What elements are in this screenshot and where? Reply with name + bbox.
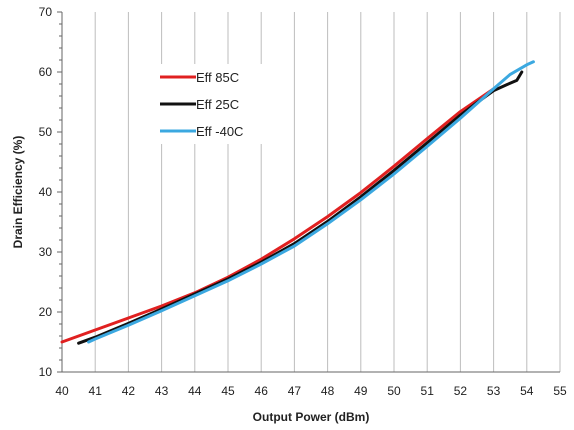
x-tick-label: 48 — [321, 384, 335, 398]
y-tick-labels: 10 20 30 40 50 60 70 — [39, 5, 53, 379]
y-tick-label: 50 — [39, 125, 53, 139]
x-tick-label: 54 — [520, 384, 534, 398]
x-tick-label: 49 — [354, 384, 368, 398]
y-tick-label: 10 — [39, 365, 53, 379]
x-tick-label: 50 — [387, 384, 401, 398]
y-axis-title: Drain Efficiency (%) — [11, 136, 25, 249]
x-tick-label: 55 — [553, 384, 567, 398]
x-tick-label: 43 — [155, 384, 169, 398]
y-tick-label: 60 — [39, 65, 53, 79]
legend: Eff 85C Eff 25C Eff -40C — [152, 64, 262, 144]
series-line-eff-25c — [77, 70, 524, 345]
x-tick-label: 53 — [487, 384, 501, 398]
x-tick-label: 45 — [221, 384, 235, 398]
x-tick-label: 47 — [288, 384, 302, 398]
y-tick-label: 40 — [39, 185, 53, 199]
x-tick-label: 44 — [188, 384, 202, 398]
x-tick-label: 42 — [122, 384, 136, 398]
x-tick-label: 46 — [255, 384, 269, 398]
legend-label: Eff 25C — [196, 97, 239, 112]
x-tick-labels: 40 41 42 43 44 45 46 47 48 49 50 51 52 53 54 55 — [55, 384, 567, 398]
y-tick-label: 30 — [39, 245, 53, 259]
x-tick-label: 40 — [55, 384, 69, 398]
x-tick-label: 52 — [454, 384, 468, 398]
series-line-eff-85c — [60, 87, 496, 344]
legend-label: Eff -40C — [196, 124, 243, 139]
x-axis-title: Output Power (dBm) — [253, 410, 370, 424]
x-tick-label: 51 — [421, 384, 435, 398]
y-tick-label: 70 — [39, 5, 53, 19]
x-tick-label: 41 — [89, 384, 103, 398]
data-series — [60, 60, 535, 345]
axes — [57, 11, 560, 373]
series-line-eff-40c — [87, 60, 535, 344]
y-tick-label: 20 — [39, 305, 53, 319]
legend-label: Eff 85C — [196, 70, 239, 85]
